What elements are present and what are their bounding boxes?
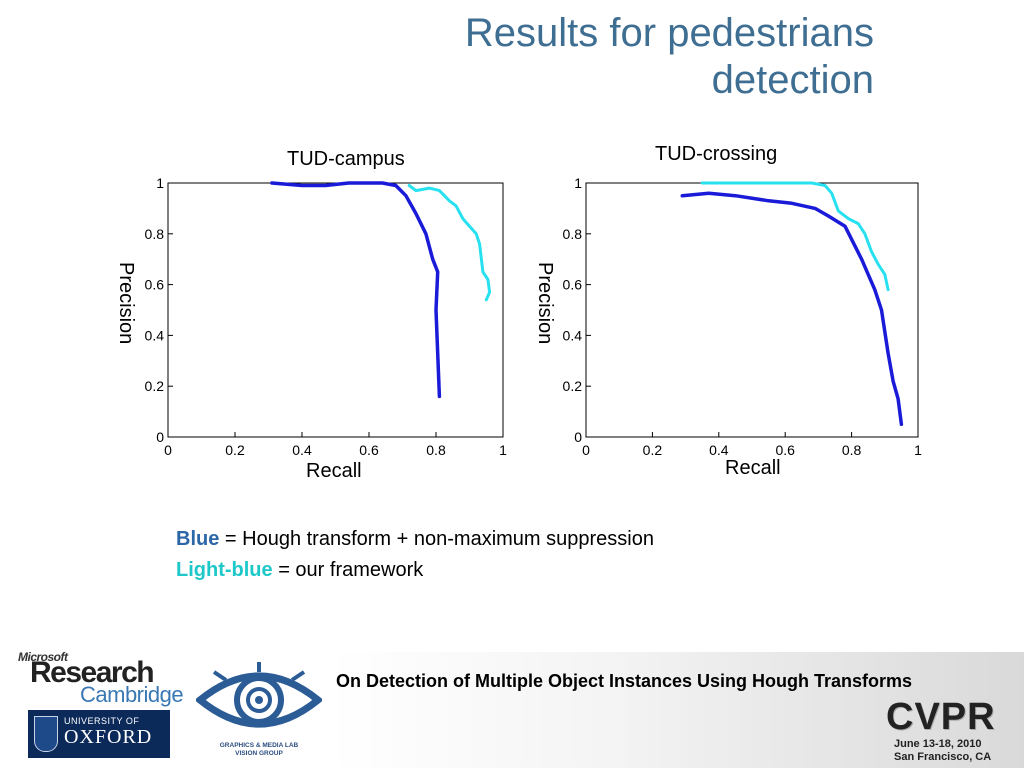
gml-line1: GRAPHICS & MEDIA LAB — [219, 742, 299, 749]
legend-lightblue-text: = our framework — [272, 559, 424, 581]
y-tick-label: 0 — [574, 429, 582, 445]
plot-frame — [167, 182, 504, 438]
y-tick-label: 0.4 — [145, 327, 165, 343]
chart2-xlabel: Recall — [725, 457, 781, 479]
university-of-text: UNIVERSITY OF — [64, 716, 140, 726]
chart1-xlabel: Recall — [306, 460, 362, 482]
slide-title-line1: Results for pedestrians — [464, 11, 874, 55]
x-tick-label: 0 — [582, 442, 590, 458]
slide-title-line2: detection — [711, 58, 874, 102]
cvpr-dates: June 13-18, 2010 San Francisco, CA — [894, 738, 991, 764]
series-line-blue — [270, 181, 442, 399]
footer-band — [330, 652, 1024, 768]
x-tick-label: 0.8 — [426, 442, 446, 458]
paper-title: On Detection of Multiple Object Instance… — [336, 671, 913, 691]
x-tick-label: 0.2 — [225, 442, 245, 458]
y-tick-label: 1 — [574, 175, 582, 191]
x-tick-label: 0.4 — [709, 442, 729, 458]
cambridge-text: Cambridge — [80, 682, 184, 707]
x-tick-label: 1 — [499, 442, 507, 458]
legend: Blue = Hough transform + non-maximum sup… — [176, 524, 654, 586]
eye-icon — [194, 662, 324, 728]
series-line-lightblue — [407, 184, 492, 302]
microsoft-research-logo: Microsoft Research Cambridge — [18, 650, 198, 710]
chart-tud-campus: 0 0.2 0.4 0.6 0.8 1 0 0.2 0.4 0.6 0.8 1 — [145, 175, 508, 458]
y-tick-label: 0.8 — [145, 226, 165, 242]
y-tick-label: 0.6 — [563, 277, 583, 293]
legend-blue-text: = Hough transform + non-maximum suppress… — [219, 528, 654, 550]
chart-tud-crossing: 0 0.2 0.4 0.6 0.8 1 0 0.2 0.4 0.6 0.8 1 — [563, 175, 923, 458]
gml-caption: GRAPHICS & MEDIA LAB VISION GROUP — [196, 742, 322, 758]
oxford-text: OXFORD — [64, 726, 153, 748]
y-tick-label: 0.2 — [563, 378, 583, 394]
oxford-crest-icon — [34, 716, 58, 752]
oxford-logo: UNIVERSITY OF OXFORD — [28, 710, 170, 758]
cvpr-text: CVPR — [886, 696, 996, 738]
chart-title-tud-crossing: TUD-crossing — [655, 143, 778, 165]
y-tick-label: 0.2 — [145, 378, 165, 394]
x-tick-label: 0.2 — [643, 442, 663, 458]
y-tick-label: 0.4 — [563, 327, 583, 343]
x-tick-label: 0.6 — [359, 442, 379, 458]
legend-lightblue-word: Light-blue — [176, 559, 273, 581]
research-text: Research — [30, 656, 155, 689]
microsoft-text: Microsoft — [18, 650, 68, 664]
series-line-blue — [680, 191, 904, 427]
series-line-lightblue — [700, 181, 890, 292]
slide-title: Results for pedestrians detection — [174, 10, 874, 104]
cvpr-logo: CVPR June 13-18, 2010 San Francisco, CA — [880, 696, 1020, 766]
cvpr-date-line: June 13-18, 2010 — [894, 738, 982, 750]
y-tick-label: 0.6 — [145, 277, 165, 293]
chart-title-tud-campus: TUD-campus — [287, 148, 405, 170]
x-tick-label: 0 — [164, 442, 172, 458]
plot-frame — [585, 182, 919, 438]
x-tick-label: 0.8 — [842, 442, 862, 458]
y-tick-label: 1 — [156, 175, 164, 191]
graphics-media-lab-logo: GRAPHICS & MEDIA LAB VISION GROUP — [194, 660, 324, 765]
cvpr-place-line: San Francisco, CA — [894, 751, 992, 763]
x-tick-label: 0.4 — [292, 442, 312, 458]
footer: Microsoft Research Cambridge UNIVERSITY … — [0, 650, 1024, 768]
legend-line-lightblue: Light-blue = our framework — [176, 555, 654, 586]
x-tick-label: 0.6 — [775, 442, 795, 458]
x-tick-label: 1 — [914, 442, 922, 458]
y-tick-label: 0 — [156, 429, 164, 445]
legend-line-blue: Blue = Hough transform + non-maximum sup… — [176, 524, 654, 555]
legend-blue-word: Blue — [176, 528, 220, 550]
y-tick-label: 0.8 — [563, 226, 583, 242]
gml-line2: VISION GROUP — [235, 750, 283, 757]
